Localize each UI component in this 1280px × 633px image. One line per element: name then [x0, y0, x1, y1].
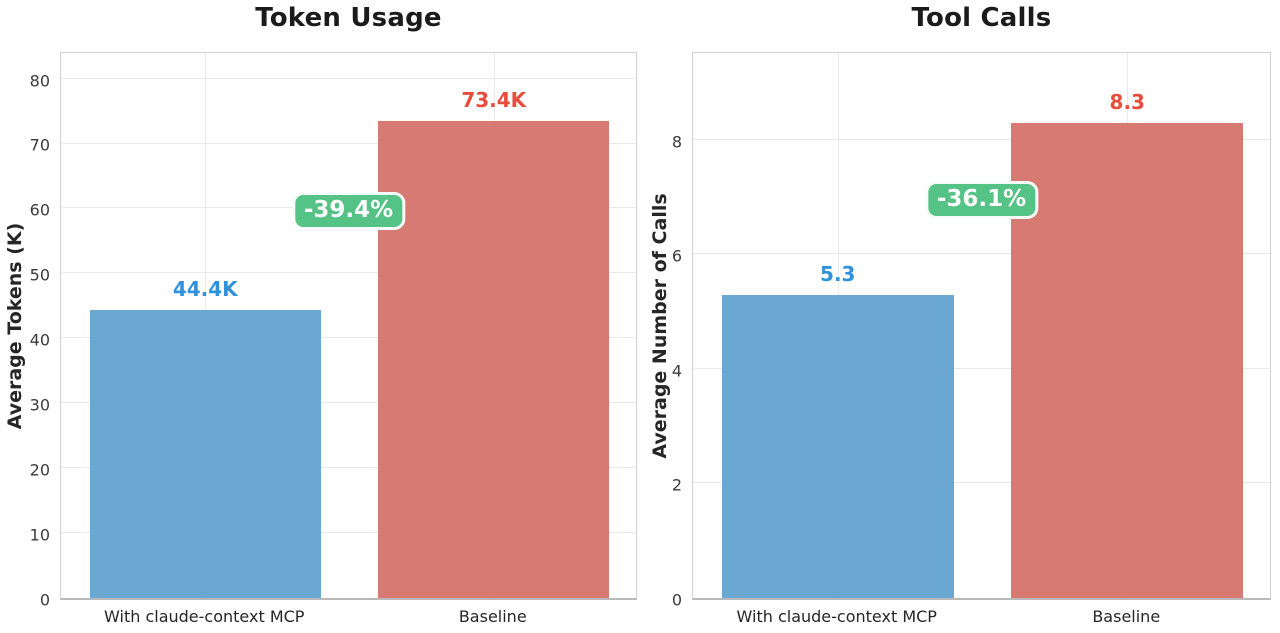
bar-with-mcp [89, 309, 321, 598]
reduction-badge: -39.4% [291, 192, 406, 231]
y-tick-label: 40 [29, 330, 50, 350]
bar-value-label: 8.3 [1109, 89, 1145, 114]
y-tick-label: 10 [29, 525, 50, 545]
h-gridline [693, 367, 1270, 369]
chart-title: Token Usage [255, 3, 442, 33]
bar-with-mcp [721, 294, 954, 598]
y-tick-label: 50 [29, 265, 50, 285]
h-gridline [61, 272, 636, 274]
y-tick-label: 4 [671, 361, 682, 381]
h-gridline [693, 253, 1270, 255]
reduction-badge: -36.1% [924, 181, 1039, 220]
plot-area: 5.3 8.3 -36.1% [692, 52, 1271, 600]
y-tick-label: 30 [29, 395, 50, 415]
y-tick-label: 0 [39, 590, 50, 610]
h-gridline [693, 482, 1270, 484]
bar-baseline [378, 121, 610, 598]
y-tick-label: 60 [29, 200, 50, 220]
x-tick-label: Baseline [1092, 607, 1161, 626]
h-gridline [61, 467, 636, 469]
h-gridline [61, 337, 636, 339]
y-axis-label: Average Number of Calls [649, 193, 671, 459]
chart-title: Tool Calls [911, 3, 1052, 33]
y-tick-label: 8 [671, 132, 682, 152]
h-gridline [693, 138, 1270, 140]
plot-area: 44.4K 73.4K -39.4% [60, 52, 637, 600]
bar-value-label: 5.3 [820, 261, 856, 286]
h-gridline [61, 77, 636, 79]
h-gridline [61, 402, 636, 404]
y-tick-label: 2 [671, 475, 682, 495]
x-tick-label: With claude-context MCP [736, 607, 937, 626]
h-gridline [61, 532, 636, 534]
x-tick-label: Baseline [458, 607, 527, 626]
x-tick-label: With claude-context MCP [104, 607, 305, 626]
bar-baseline [1011, 122, 1244, 598]
y-tick-label: 20 [29, 460, 50, 480]
y-tick-label: 70 [29, 135, 50, 155]
h-gridline [61, 142, 636, 144]
bar-value-label: 44.4K [172, 276, 238, 301]
y-tick-label: 6 [671, 246, 682, 266]
y-tick-label: 0 [671, 590, 682, 610]
bar-value-label: 73.4K [461, 88, 527, 113]
y-tick-label: 80 [29, 71, 50, 91]
